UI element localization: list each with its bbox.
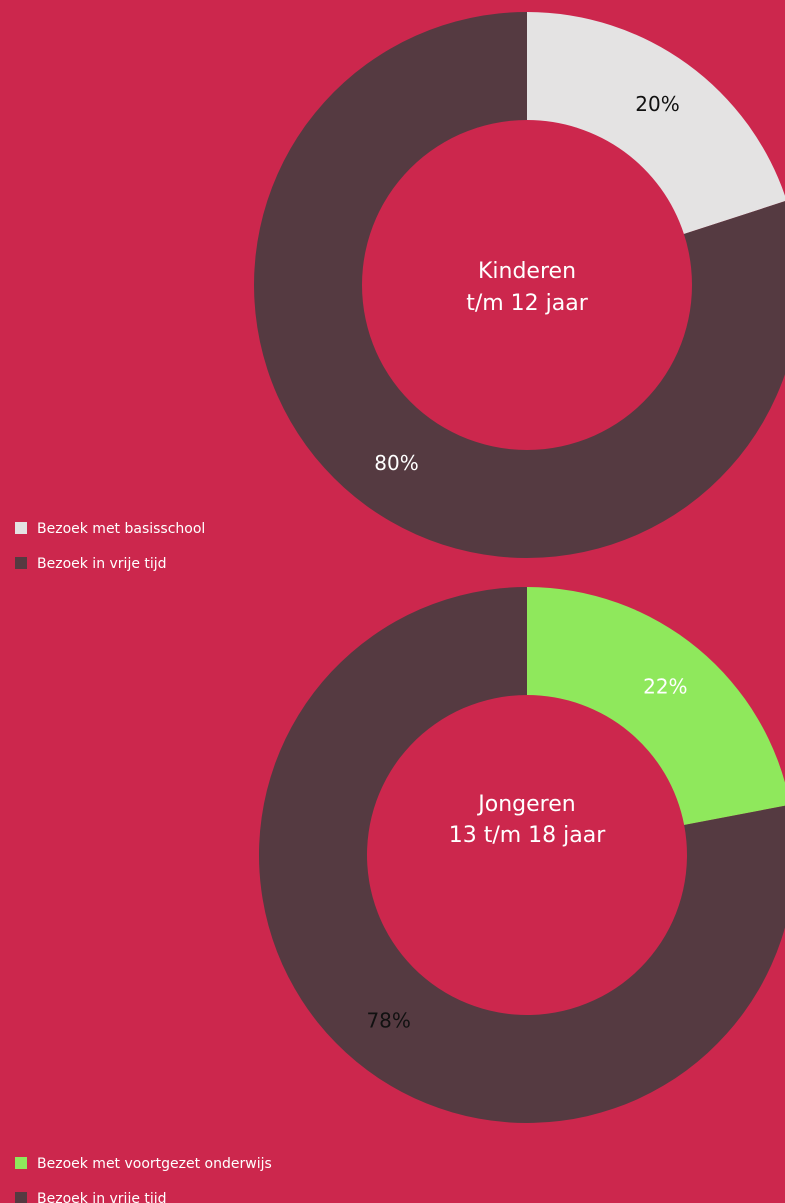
legend-label: Bezoek in vrije tijd	[37, 1191, 167, 1203]
center-title: 13 t/m 18 jaar	[449, 823, 607, 848]
center-title: t/m 12 jaar	[466, 291, 589, 316]
slice-label: 22%	[643, 674, 687, 698]
legend-swatch	[15, 522, 27, 534]
legend-label: Bezoek met voortgezet onderwijs	[37, 1156, 272, 1172]
legend-swatch	[15, 1192, 27, 1203]
legend-label: Bezoek met basisschool	[37, 521, 205, 537]
donut-slice	[254, 12, 785, 558]
donut-slice	[527, 587, 785, 826]
legend-swatch	[15, 1157, 27, 1169]
center-title: Jongeren	[476, 792, 575, 817]
slice-label: 20%	[635, 92, 679, 116]
donut-slice	[259, 587, 785, 1123]
center-title: Kinderen	[478, 259, 576, 284]
slice-label: 78%	[366, 1009, 410, 1033]
legend-label: Bezoek in vrije tijd	[37, 556, 167, 572]
slice-label: 80%	[374, 451, 418, 475]
donut-slice	[527, 12, 785, 235]
legend-swatch	[15, 557, 27, 569]
